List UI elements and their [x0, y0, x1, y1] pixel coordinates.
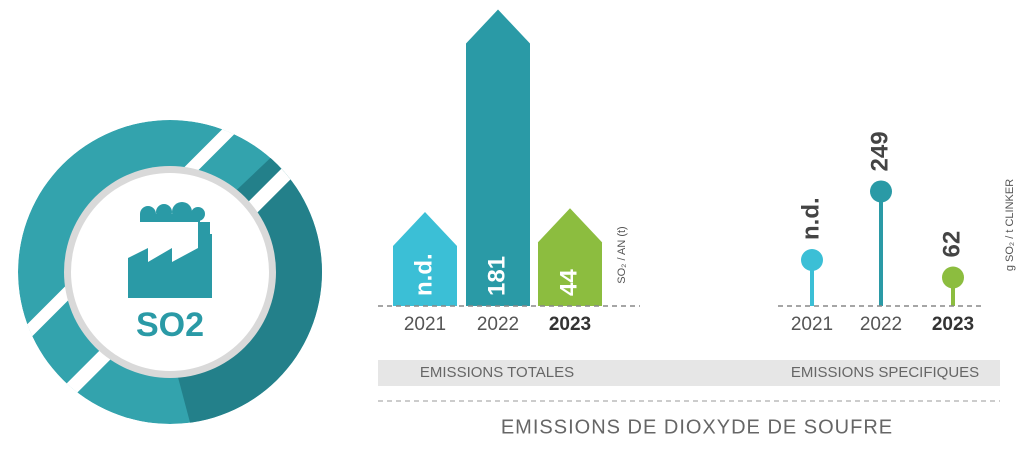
value-label: 249 — [866, 131, 893, 171]
axis-label: SO₂ / AN (t) — [616, 226, 628, 283]
x-tick-label: 2022 — [477, 314, 519, 335]
infographic: SO2 EMISSIONS DE DIOXYDE DE SOUFRE n.d. 2… — [0, 0, 1021, 454]
subtitle: EMISSIONS TOTALES — [420, 364, 574, 381]
title: EMISSIONS DE DIOXYDE DE SOUFRE — [501, 416, 893, 438]
value-label: n.d. — [410, 253, 437, 296]
value-label: 44 — [555, 269, 582, 296]
dot — [870, 180, 892, 202]
dot — [942, 266, 964, 288]
x-tick-label: 2021 — [404, 314, 446, 335]
subtitle: EMISSIONS SPECIFIQUES — [791, 364, 979, 381]
icon: SO2 — [0, 82, 420, 454]
dot — [801, 249, 823, 271]
value-label: 62 — [938, 231, 965, 258]
axis-label: g SO₂ / t CLINKER — [1004, 179, 1016, 271]
x-tick-label: 2022 — [860, 314, 902, 335]
value-label: 181 — [483, 256, 510, 296]
x-tick-label: 2023 — [932, 314, 974, 335]
x-tick-label: 2023 — [549, 314, 591, 335]
value-label: n.d. — [797, 197, 824, 240]
x-tick-label: 2021 — [791, 314, 833, 335]
icon-label: SO2 — [136, 306, 204, 344]
